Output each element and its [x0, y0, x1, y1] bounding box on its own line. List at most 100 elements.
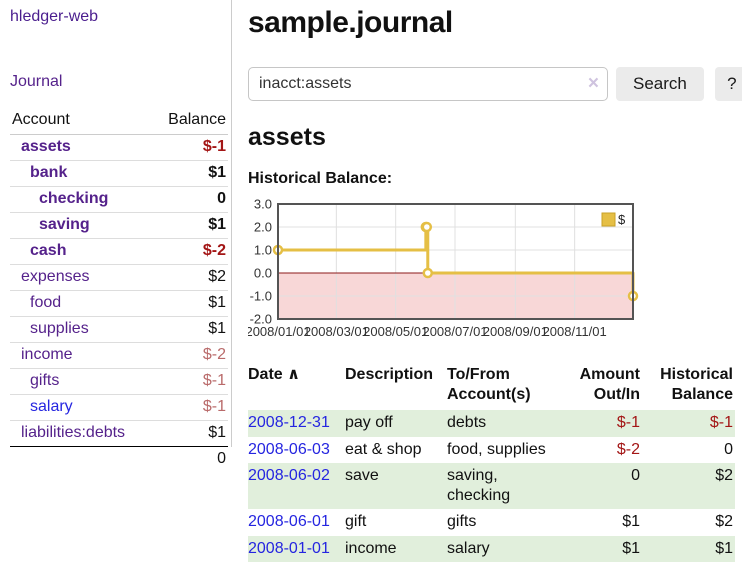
x-tick-label: 2008/03/01: [304, 324, 369, 339]
transaction-description: pay off: [345, 410, 447, 437]
transaction-description: gift: [345, 513, 367, 531]
chart-title: Historical Balance:: [248, 170, 393, 187]
account-balance: $-2: [152, 342, 228, 369]
x-tick-label: 2008/11/01: [543, 324, 607, 339]
account-link-bank[interactable]: bank: [30, 164, 68, 181]
account-link-salary[interactable]: salary: [30, 398, 73, 415]
y-tick-label: 3.0: [254, 198, 272, 212]
accounts-header-balance: Balance: [152, 107, 228, 135]
transaction-description: income: [345, 535, 447, 563]
transaction-amount: $-2: [616, 440, 640, 458]
x-tick-label: 2008/05/01: [363, 324, 428, 339]
x-tick-label: 2008/07/01: [422, 324, 487, 339]
y-tick-label: 2.0: [254, 220, 272, 235]
account-balance: $1: [152, 160, 228, 187]
register-row: 2008-06-03 eat & shop food, supplies $-2 0: [248, 437, 735, 464]
account-row: salary $-1: [10, 394, 228, 421]
legend-swatch: [601, 212, 616, 227]
page-title: sample.journal: [248, 6, 453, 39]
accounts-total-row: 0: [10, 446, 228, 472]
register-header-amount-out-in: Amount Out/In: [579, 366, 640, 403]
account-link-food[interactable]: food: [30, 294, 62, 311]
search-input[interactable]: [248, 67, 608, 101]
account-row: checking 0: [10, 186, 228, 213]
transaction-date-link[interactable]: 2008-06-02: [248, 467, 330, 485]
transaction-accounts: gifts: [447, 513, 477, 531]
account-balance: $1: [152, 420, 228, 447]
account-link-liabilities-debts[interactable]: liabilities:debts: [21, 424, 126, 441]
account-balance: $-2: [152, 238, 228, 265]
transaction-amount: $1: [559, 535, 642, 563]
account-balance: $-1: [152, 368, 228, 395]
account-balance: $-1: [152, 394, 228, 421]
account-link-expenses[interactable]: expenses: [21, 268, 90, 285]
account-row: cash $-2: [10, 238, 228, 265]
account-row: supplies $1: [10, 316, 228, 343]
transaction-amount: $-1: [559, 410, 642, 437]
account-link-cash[interactable]: cash: [30, 242, 67, 259]
account-link-assets[interactable]: assets: [21, 138, 71, 155]
help-button[interactable]: ?: [714, 67, 742, 101]
register-header-date[interactable]: Date ∧: [248, 366, 301, 383]
transaction-accounts: debts: [447, 410, 559, 437]
accounts-table: Account Balance assets $-1 bank $1 checking 0…: [10, 107, 228, 472]
register-header-description: Description: [345, 366, 434, 383]
account-row: expenses $2: [10, 264, 228, 291]
account-link-gifts[interactable]: gifts: [30, 372, 60, 389]
account-row: food $1: [10, 290, 228, 317]
x-tick-label: 2008/01/01: [248, 324, 311, 339]
transaction-date-link[interactable]: 2008-12-31: [248, 414, 330, 432]
sort-asc-icon: ∧: [287, 366, 301, 383]
transaction-balance: $2: [715, 513, 733, 531]
y-tick-label: 0.0: [254, 266, 272, 281]
account-row: gifts $-1: [10, 368, 228, 395]
account-link-supplies[interactable]: supplies: [30, 320, 89, 337]
transaction-date-link[interactable]: 2008-06-01: [248, 513, 330, 531]
account-balance: $1: [152, 290, 228, 317]
chart-svg: $3.0 2.0 1.0 0.0 -1.0 -2.02008/01/012008/03/0…: [245, 197, 639, 339]
sidebar: hledger-web Journal Account Balance asse…: [0, 0, 232, 472]
transaction-accounts: saving, checking: [447, 463, 559, 510]
transaction-description: save: [345, 463, 447, 510]
transaction-date-link[interactable]: 2008-01-01: [248, 539, 330, 557]
account-balance: $2: [152, 264, 228, 291]
y-tick-label: 1.0: [254, 243, 272, 258]
transaction-amount: 0: [559, 463, 642, 510]
search-box: ×: [248, 67, 608, 101]
accounts-total-value: 0: [152, 446, 228, 472]
brand-link[interactable]: hledger-web: [10, 8, 99, 25]
transaction-balance: $-1: [642, 410, 735, 437]
account-row: bank $1: [10, 160, 228, 187]
transaction-date-link[interactable]: 2008-06-03: [248, 440, 330, 458]
register-header-to-from-account-s-: To/From Account(s): [447, 366, 531, 403]
account-row: income $-2: [10, 342, 228, 369]
register-row: 2008-06-02 save saving, checking 0 $2: [248, 463, 735, 510]
search-button[interactable]: Search: [616, 67, 704, 101]
transaction-balance: $2: [642, 463, 735, 510]
x-tick-label: 2008/09/01: [483, 324, 548, 339]
y-tick-label: -2.0: [250, 312, 272, 327]
clear-search-icon[interactable]: ×: [587, 73, 599, 94]
sidebar-item-journal[interactable]: Journal: [10, 73, 63, 90]
account-balance: $-1: [202, 138, 226, 155]
transaction-description: eat & shop: [345, 440, 422, 458]
main-panel: sample.journal × Search ? assets Histori…: [232, 0, 742, 563]
transaction-balance: 0: [724, 440, 733, 458]
account-balance: 0: [152, 186, 228, 213]
register-row: 2008-12-31 pay off debts $-1 $-1: [248, 410, 735, 437]
account-link-saving[interactable]: saving: [39, 216, 90, 233]
account-balance: $1: [152, 316, 228, 343]
search-form: × Search ?: [248, 67, 742, 101]
account-row: liabilities:debts $1: [10, 420, 228, 447]
account-link-income[interactable]: income: [21, 346, 73, 363]
app-window: hledger-web Journal Account Balance asse…: [0, 0, 742, 563]
account-link-checking[interactable]: checking: [39, 190, 109, 207]
register-row: 2008-06-01 gift gifts $1 $2: [248, 509, 735, 536]
transaction-accounts: food, supplies: [447, 440, 546, 458]
account-row: saving $1: [10, 212, 228, 239]
register-header-historical-balance: Historical Balance: [660, 366, 733, 403]
account-row: assets $-1: [10, 135, 228, 161]
register-table: Date ∧ Description To/From Account(s) Amoun…: [248, 363, 735, 563]
transaction-accounts: salary: [447, 535, 559, 563]
register-row: 2008-01-01 income salary $1 $1: [248, 535, 735, 563]
